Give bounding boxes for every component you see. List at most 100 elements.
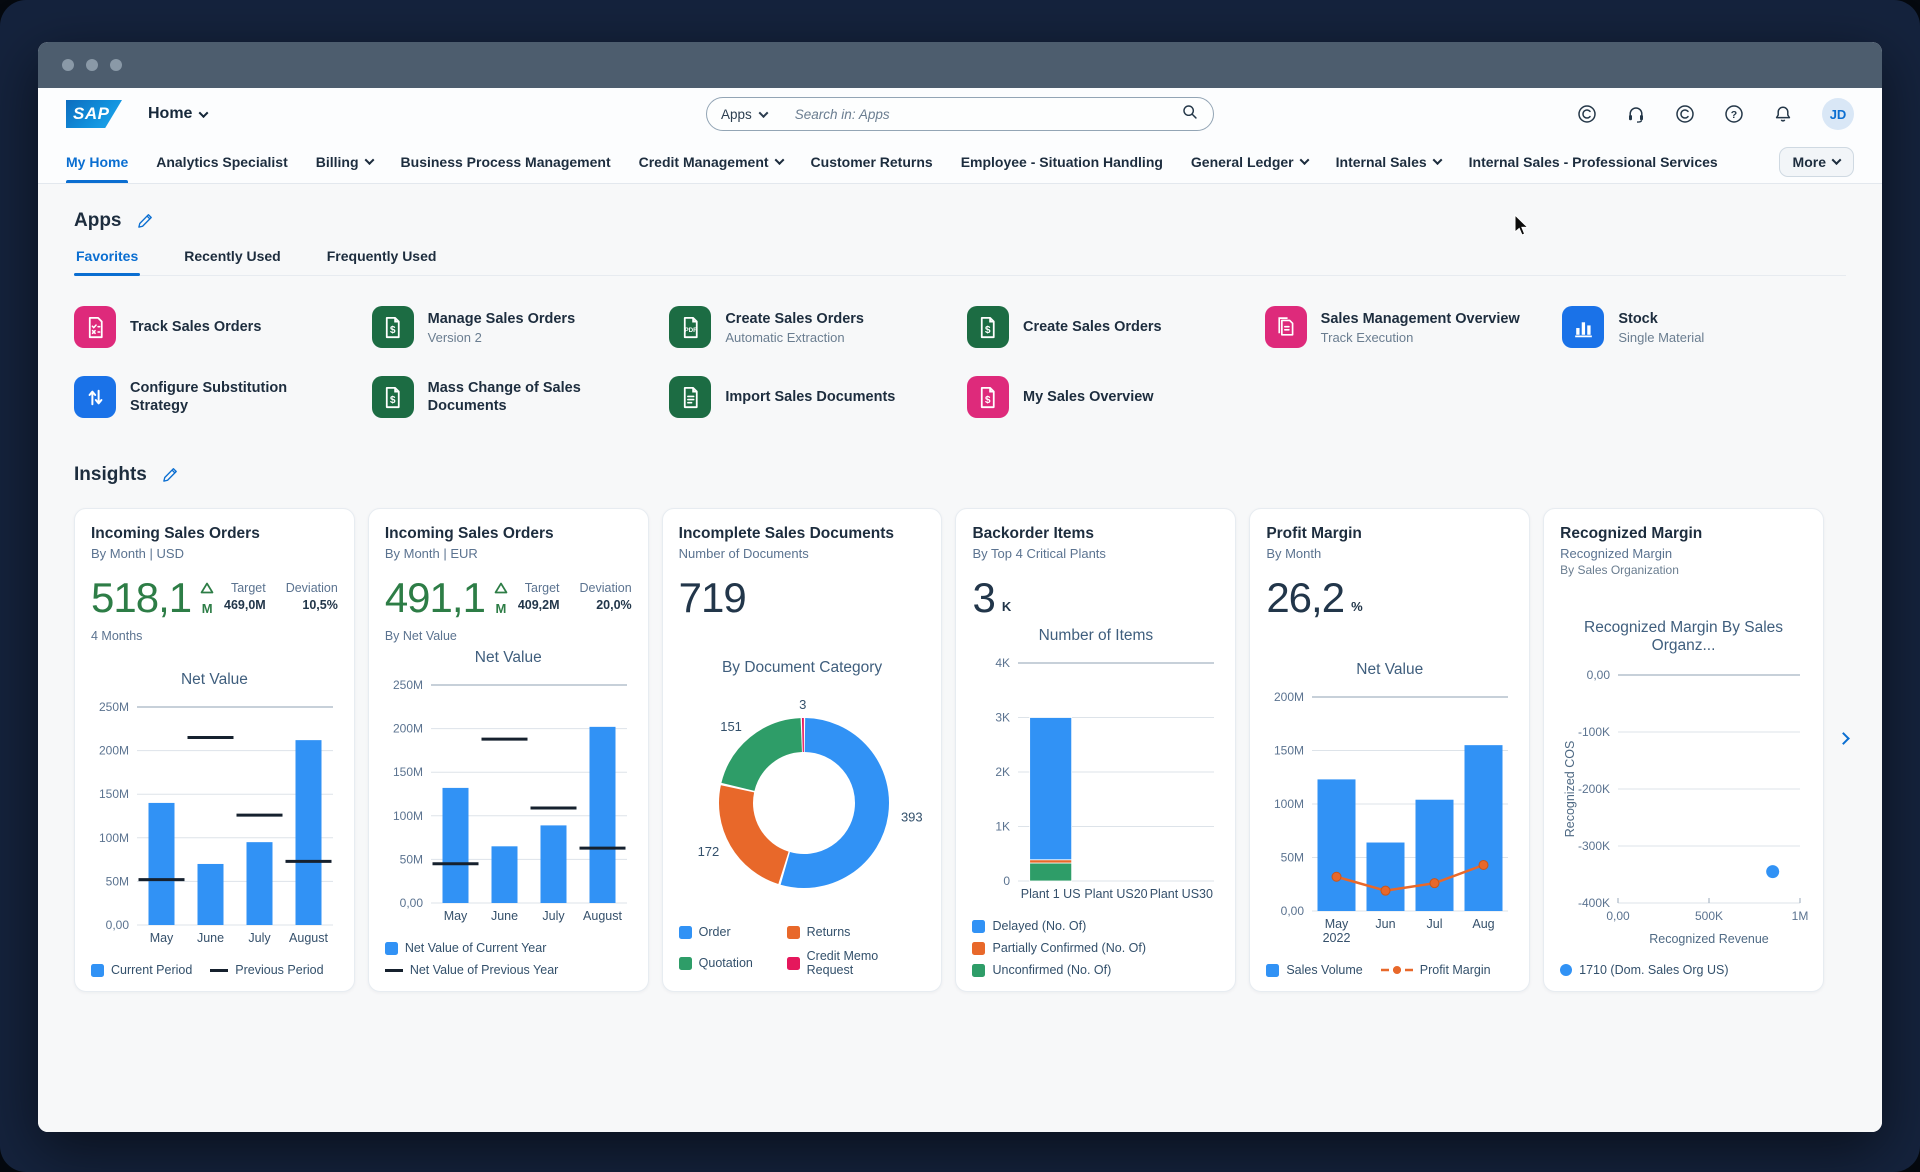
app-tile-create-sales-orders[interactable]: $ Create Sales Orders	[966, 306, 1251, 348]
apps-tab-frequently-used[interactable]: Frequently Used	[325, 248, 439, 275]
tab-employee-situation-handling[interactable]: Employee - Situation Handling	[961, 140, 1163, 183]
tab-label: Employee - Situation Handling	[960, 153, 1163, 170]
more-tabs-label: More	[1792, 153, 1826, 170]
app-tile-text: Create Sales Orders Automatic Extraction	[725, 310, 864, 345]
companion-icon[interactable]	[1675, 103, 1697, 125]
app-tile-track-sales-orders[interactable]: Track Sales Orders	[74, 306, 358, 348]
app-tile-mass-change-of-sales-documents[interactable]: $ Mass Change of Sales Documents	[371, 376, 656, 418]
tab-internal-sales[interactable]: Internal Sales	[1335, 140, 1443, 183]
legend-item: Net Value of Previous Year	[384, 963, 558, 977]
kpi-number: 719	[678, 574, 747, 621]
card-title: Incomplete Sales Documents	[678, 525, 894, 542]
help-icon[interactable]: ?	[1724, 103, 1746, 125]
app-tile-stock[interactable]: Stock Single Material	[1562, 306, 1846, 348]
insight-card-incomplete-sales-documents-number-of-documents[interactable]: Incomplete Sales Documents Number of Docu…	[661, 508, 943, 992]
app-tile-create-sales-orders[interactable]: PDF Create Sales Orders Automatic Extracti…	[669, 306, 953, 348]
tab-internal-sales-professional-services[interactable]: Internal Sales - Professional Services	[1469, 140, 1718, 183]
app-tile-import-sales-documents[interactable]: Import Sales Documents	[669, 376, 953, 418]
chart-legend: Sales Volume Profit Margin	[1266, 963, 1513, 977]
svg-text:PDF: PDF	[684, 327, 697, 334]
svg-text:-400K: -400K	[1578, 896, 1610, 910]
user-avatar[interactable]: JD	[1822, 98, 1854, 130]
app-tile-title: Configure Substitution Strategy	[130, 380, 288, 414]
kpi-unit: K	[1001, 599, 1012, 614]
card-subtitle: Number of Documents	[678, 546, 809, 561]
browser-window: SAP Home Apps ? JD My Home Analytics Speci…	[38, 42, 1882, 1132]
insight-card-profit-margin-by-month[interactable]: Profit Margin By Month 26,2% Net Value 200M 1…	[1249, 508, 1531, 992]
window-dot-icon[interactable]	[62, 59, 74, 71]
copilot-icon[interactable]	[1577, 103, 1599, 125]
search-input[interactable]	[794, 106, 1181, 122]
app-tile-sales-management-overview[interactable]: Sales Management Overview Track Execution	[1264, 306, 1549, 348]
app-tile-title: My Sales Overview	[1022, 389, 1154, 405]
sap-logo-text: SAP	[73, 104, 110, 123]
insight-card-backorder-items-by-top-4-critical-plants[interactable]: Backorder Items By Top 4 Critical Plants 3…	[955, 508, 1237, 992]
legend-swatch	[210, 968, 229, 972]
chart-title: Recognized Margin By Sales Organz...	[1584, 619, 1784, 654]
kpi-number: 491,1	[384, 574, 486, 621]
tab-business-process-management[interactable]: Business Process Management	[401, 140, 611, 183]
target-column: Target 409,2M	[518, 581, 560, 620]
bar_target-chart: 250M 200M 150M 100M 50M 0,00 May June July August	[393, 678, 627, 923]
app-tile-text: Mass Change of Sales Documents	[428, 379, 628, 415]
tab-my-home[interactable]: My Home	[66, 140, 129, 183]
svg-text:June: June	[491, 909, 518, 923]
apps-tab-favorites[interactable]: Favorites	[74, 248, 141, 276]
doc-dollar-icon: $	[371, 306, 414, 348]
insights-section-title: Insights	[74, 464, 147, 485]
legend-label: Unconfirmed (No. Of)	[992, 963, 1112, 977]
chevron-right-icon	[1837, 731, 1850, 745]
svg-text:1M: 1M	[1792, 909, 1809, 923]
home-menu-button[interactable]: Home	[148, 105, 209, 123]
app-tile-my-sales-overview[interactable]: $ My Sales Overview	[966, 376, 1251, 418]
insight-card-recognized-margin-recognized-margin[interactable]: Recognized Margin Recognized Margin By Sal…	[1543, 508, 1824, 992]
edit-insights-button[interactable]	[161, 465, 181, 485]
app-tile-title: Create Sales Orders	[1022, 319, 1162, 335]
chart-title: Net Value	[474, 649, 542, 666]
card-subtitle: By Month	[1266, 546, 1322, 561]
app-tile-title: Track Sales Orders	[130, 319, 262, 335]
svg-text:Recognized COS: Recognized COS	[1563, 741, 1577, 838]
tab-general-ledger[interactable]: General Ledger	[1191, 140, 1310, 183]
apps-tab-recently-used[interactable]: Recently Used	[182, 248, 282, 275]
window-dot-icon[interactable]	[86, 59, 98, 71]
edit-apps-button[interactable]	[136, 211, 156, 231]
chart-legend: Order Returns Quotation Credit Memo Request	[678, 925, 926, 977]
chart-block: Net Value 200M 150M 100M 50M 0,00 May 2022 Jun Ju…	[1266, 661, 1513, 977]
svg-text:August: August	[289, 931, 328, 945]
chart-legend: Net Value of Current Year Net Value of Pr…	[384, 941, 632, 977]
app-tile-manage-sales-orders[interactable]: $ Manage Sales Orders Version 2	[371, 306, 656, 348]
legend-label: 1710 (Dom. Sales Org US)	[1579, 963, 1729, 977]
next-cards-button[interactable]	[1837, 731, 1850, 746]
insight-card-incoming-sales-orders-by-month-eur[interactable]: Incoming Sales Orders By Month | EUR 491,1…	[367, 508, 649, 992]
svg-text:0: 0	[1004, 874, 1011, 888]
apps-section-title: Apps	[74, 210, 122, 231]
search-icon[interactable]	[1181, 103, 1199, 126]
svg-text:0,00: 0,00	[1281, 904, 1305, 918]
deviation-label: Deviation	[579, 581, 632, 595]
sap-logo[interactable]: SAP	[66, 100, 122, 128]
legend-item: Current Period	[91, 963, 192, 977]
app-tile-configure-substitution-strategy[interactable]: Configure Substitution Strategy	[74, 376, 358, 418]
window-dot-icon[interactable]	[110, 59, 122, 71]
svg-text:50M: 50M	[106, 874, 129, 888]
svg-text:200M: 200M	[1274, 690, 1304, 704]
insight-card-incoming-sales-orders-by-month-usd[interactable]: Incoming Sales Orders By Month | USD 518,1…	[74, 508, 355, 992]
tab-billing[interactable]: Billing	[316, 140, 374, 183]
donut-chart: 393 172 151 3	[697, 697, 922, 888]
app-tile-text: Configure Substitution Strategy	[130, 379, 330, 415]
svg-text:$: $	[985, 395, 991, 406]
search-scope-button[interactable]: Apps	[721, 107, 769, 122]
kpi-number: 518,1	[91, 574, 192, 621]
doc-dollar-icon: $	[966, 306, 1009, 348]
tab-customer-returns[interactable]: Customer Returns	[811, 140, 933, 183]
support-icon[interactable]	[1626, 103, 1648, 125]
tab-credit-management[interactable]: Credit Management	[639, 140, 784, 183]
notifications-icon[interactable]	[1773, 103, 1795, 125]
legend-label: Order	[698, 925, 731, 939]
tab-analytics-specialist[interactable]: Analytics Specialist	[156, 140, 288, 183]
chart-title: By Document Category	[721, 659, 883, 676]
tab-label: Internal Sales	[1335, 153, 1427, 170]
search-bar[interactable]: Apps	[706, 97, 1214, 131]
more-tabs-button[interactable]: More	[1778, 146, 1854, 177]
